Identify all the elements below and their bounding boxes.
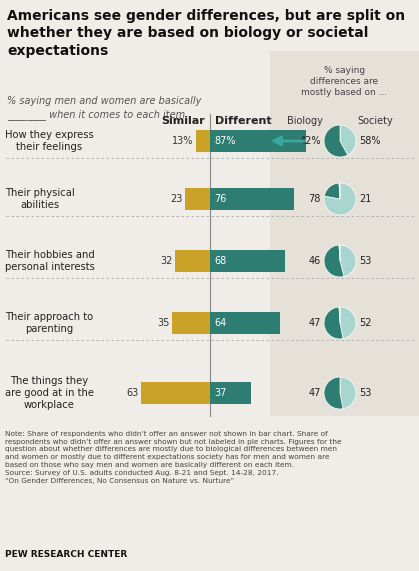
Text: Similar: Similar	[161, 116, 205, 126]
Wedge shape	[324, 183, 340, 199]
Text: 52: 52	[359, 318, 372, 328]
Text: 35: 35	[157, 318, 170, 328]
Text: PEW RESEARCH CENTER: PEW RESEARCH CENTER	[5, 550, 127, 559]
Wedge shape	[340, 245, 356, 276]
Text: % saying
differences are
mostly based on ...: % saying differences are mostly based on…	[301, 66, 388, 97]
Bar	[210, 188, 294, 210]
Text: 42%: 42%	[300, 136, 321, 146]
Text: Society: Society	[357, 116, 393, 126]
Bar	[171, 312, 210, 334]
Text: 63: 63	[127, 388, 139, 398]
Text: 68: 68	[214, 256, 226, 266]
Text: 76: 76	[214, 194, 226, 204]
Wedge shape	[340, 377, 356, 409]
Bar	[210, 130, 306, 152]
Text: Their physical
abilities: Their physical abilities	[5, 188, 75, 210]
Text: 53: 53	[359, 388, 371, 398]
Wedge shape	[324, 245, 344, 277]
Text: 32: 32	[160, 256, 173, 266]
Text: 21: 21	[359, 194, 371, 204]
Wedge shape	[339, 183, 340, 199]
Text: 13%: 13%	[172, 136, 194, 146]
Text: 23: 23	[171, 194, 183, 204]
Bar	[196, 130, 210, 152]
Wedge shape	[340, 307, 356, 339]
Wedge shape	[324, 125, 348, 157]
Bar	[185, 188, 210, 210]
Text: Biology: Biology	[287, 116, 323, 126]
Wedge shape	[324, 307, 343, 339]
Wedge shape	[340, 125, 356, 155]
Text: 58%: 58%	[359, 136, 380, 146]
Bar	[210, 312, 280, 334]
Text: Americans see gender differences, but are split on
whether they are based on bio: Americans see gender differences, but ar…	[7, 9, 405, 58]
Wedge shape	[324, 183, 356, 215]
Text: 37: 37	[214, 388, 226, 398]
Wedge shape	[324, 377, 343, 409]
Wedge shape	[339, 245, 340, 261]
Text: 47: 47	[309, 318, 321, 328]
Text: Their approach to
parenting: Their approach to parenting	[5, 312, 93, 334]
Bar	[210, 250, 285, 272]
Bar	[141, 382, 210, 404]
Bar	[210, 382, 251, 404]
Text: 47: 47	[309, 388, 321, 398]
Text: 64: 64	[214, 318, 226, 328]
Text: Note: Share of respondents who didn’t offer an answer not shown in bar chart. Sh: Note: Share of respondents who didn’t of…	[5, 431, 341, 484]
Text: 78: 78	[309, 194, 321, 204]
Text: The things they
are good at in the
workplace: The things they are good at in the workp…	[5, 376, 94, 411]
Text: Different: Different	[215, 116, 272, 126]
Text: 53: 53	[359, 256, 371, 266]
Text: Their hobbies and
personal interests: Their hobbies and personal interests	[5, 250, 95, 272]
Text: How they express
their feelings: How they express their feelings	[5, 130, 94, 152]
Text: 87%: 87%	[214, 136, 235, 146]
Wedge shape	[339, 307, 340, 323]
Bar	[270, 51, 419, 416]
Text: 46: 46	[309, 256, 321, 266]
Text: % saying men and women are basically
________ when it comes to each item: % saying men and women are basically ___…	[7, 96, 202, 120]
Bar	[175, 250, 210, 272]
